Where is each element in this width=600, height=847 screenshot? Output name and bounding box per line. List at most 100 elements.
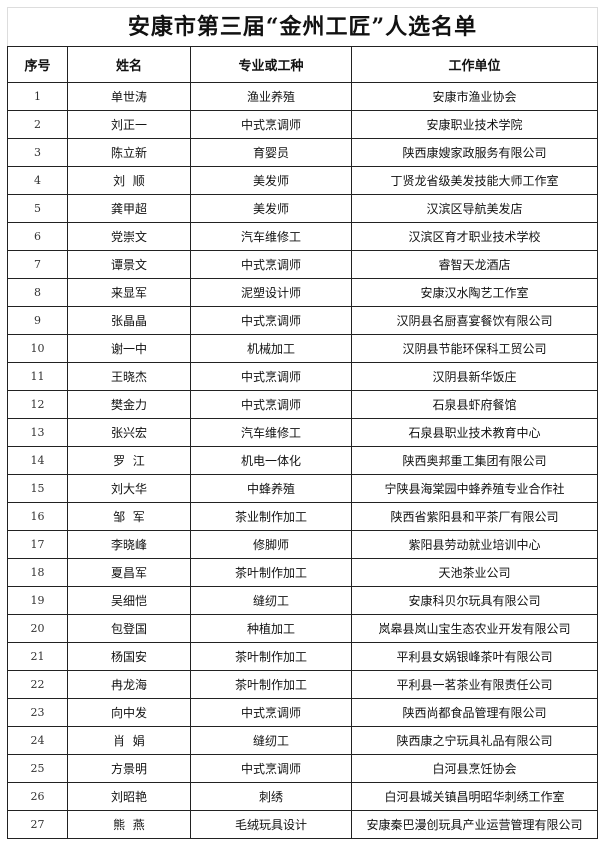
cell-profession: 茶叶制作加工 [190,642,352,671]
table-row: 23 向中发 中式烹调师 陕西尚都食品管理有限公司 [7,698,598,727]
table-row: 8 来显军 泥塑设计师 安康汉水陶艺工作室 [7,278,598,307]
cell-profession: 机械加工 [190,334,352,363]
cell-employer: 石泉县职业技术教育中心 [351,418,598,447]
table-row: 18 夏昌军 茶叶制作加工 天池茶业公司 [7,558,598,587]
table-row: 27 熊 燕毛绒玩具设计 安康秦巴漫创玩具产业运营管理有限公司 [7,810,598,839]
header-employer: 工作单位 [351,46,598,83]
cell-index: 26 [7,782,68,811]
table-row: 7 谭景文 中式烹调师 睿智天龙酒店 [7,250,598,279]
cell-profession: 育婴员 [190,138,352,167]
header-profession: 专业或工种 [190,46,352,83]
cell-name: 杨国安 [67,642,191,671]
cell-index: 9 [7,306,68,335]
cell-employer: 陕西尚都食品管理有限公司 [351,698,598,727]
cell-employer: 平利县一茗茶业有限责任公司 [351,670,598,699]
cell-profession: 中式烹调师 [190,754,352,783]
cell-employer: 汉阴县名厨喜宴餐饮有限公司 [351,306,598,335]
document-title: 安康市第三届“金州工匠”人选名单 [7,7,598,47]
cell-name: 龚甲超 [67,194,191,223]
cell-index: 24 [7,726,68,755]
cell-index: 15 [7,474,68,503]
cell-name: 刘正一 [67,110,191,139]
cell-name: 夏昌军 [67,558,191,587]
cell-profession: 刺绣 [190,782,352,811]
cell-index: 13 [7,418,68,447]
cell-profession: 种植加工 [190,614,352,643]
cell-name: 方景明 [67,754,191,783]
cell-name: 谭景文 [67,250,191,279]
cell-employer: 陕西奥邦重工集团有限公司 [351,446,598,475]
table-row: 15 刘大华 中蜂养殖 宁陕县海棠园中蜂养殖专业合作社 [7,474,598,503]
cell-employer: 汉滨区导航美发店 [351,194,598,223]
cell-profession: 修脚师 [190,530,352,559]
cell-profession: 中式烹调师 [190,306,352,335]
table-row: 25 方景明 中式烹调师 白河县烹饪协会 [7,754,598,783]
cell-index: 22 [7,670,68,699]
cell-index: 18 [7,558,68,587]
table-row: 9 张晶晶 中式烹调师 汉阴县名厨喜宴餐饮有限公司 [7,306,598,335]
table-header-row: 序号 姓名 专业或工种 工作单位 [7,46,598,83]
cell-name: 肖 娟 [67,726,191,755]
table-row: 16 邹 军茶业制作加工 陕西省紫阳县和平茶厂有限公司 [7,502,598,531]
cell-name: 樊金力 [67,390,191,419]
cell-employer: 天池茶业公司 [351,558,598,587]
cell-name: 单世涛 [67,82,191,111]
cell-employer: 陕西康之宁玩具礼品有限公司 [351,726,598,755]
cell-index: 1 [7,82,68,111]
table-row: 3 陈立新 育婴员 陕西康嫂家政服务有限公司 [7,138,598,167]
cell-profession: 中式烹调师 [190,110,352,139]
cell-employer: 陕西省紫阳县和平茶厂有限公司 [351,502,598,531]
cell-profession: 汽车维修工 [190,418,352,447]
cell-profession: 茶业制作加工 [190,502,352,531]
table-row: 20 包登国 种植加工 岚皋县岚山宝生态农业开发有限公司 [7,614,598,643]
cell-name: 谢一中 [67,334,191,363]
table-row: 12 樊金力 中式烹调师 石泉县虾府餐馆 [7,390,598,419]
table-row: 1 单世涛 渔业养殖 安康市渔业协会 [7,82,598,111]
table-row: 5 龚甲超 美发师 汉滨区导航美发店 [7,194,598,223]
cell-profession: 机电一体化 [190,446,352,475]
table-row: 26 刘昭艳 刺绣 白河县城关镇昌明昭华刺绣工作室 [7,782,598,811]
cell-employer: 石泉县虾府餐馆 [351,390,598,419]
table-row: 21 杨国安 茶叶制作加工 平利县女娲银峰茶叶有限公司 [7,642,598,671]
cell-employer: 白河县烹饪协会 [351,754,598,783]
cell-index: 27 [7,810,68,839]
cell-employer: 汉阴县新华饭庄 [351,362,598,391]
cell-profession: 美发师 [190,194,352,223]
cell-profession: 中蜂养殖 [190,474,352,503]
cell-employer: 安康市渔业协会 [351,82,598,111]
cell-employer: 睿智天龙酒店 [351,250,598,279]
cell-index: 11 [7,362,68,391]
cell-index: 21 [7,642,68,671]
cell-index: 17 [7,530,68,559]
cell-index: 8 [7,278,68,307]
cell-employer: 丁贤龙省级美发技能大师工作室 [351,166,598,195]
cell-name: 包登国 [67,614,191,643]
cell-name: 向中发 [67,698,191,727]
cell-employer: 岚皋县岚山宝生态农业开发有限公司 [351,614,598,643]
cell-profession: 茶叶制作加工 [190,670,352,699]
header-index: 序号 [7,46,68,83]
cell-index: 4 [7,166,68,195]
cell-index: 25 [7,754,68,783]
table-row: 6 党崇文 汽车维修工 汉滨区育才职业技术学校 [7,222,598,251]
table-row: 14 罗 江机电一体化 陕西奥邦重工集团有限公司 [7,446,598,475]
cell-profession: 泥塑设计师 [190,278,352,307]
cell-employer: 白河县城关镇昌明昭华刺绣工作室 [351,782,598,811]
cell-employer: 平利县女娲银峰茶叶有限公司 [351,642,598,671]
table-row: 2 刘正一 中式烹调师 安康职业技术学院 [7,110,598,139]
table-row: 17 李晓峰 修脚师 紫阳县劳动就业培训中心 [7,530,598,559]
cell-index: 6 [7,222,68,251]
cell-employer: 安康科贝尔玩具有限公司 [351,586,598,615]
cell-name: 吴细恺 [67,586,191,615]
table-row: 13 张兴宏 汽车维修工 石泉县职业技术教育中心 [7,418,598,447]
cell-profession: 缝纫工 [190,586,352,615]
cell-profession: 中式烹调师 [190,698,352,727]
cell-name: 罗 江 [67,446,191,475]
table-row: 10 谢一中 机械加工 汉阴县节能环保科工贸公司 [7,334,598,363]
cell-index: 7 [7,250,68,279]
table-row: 19 吴细恺 缝纫工 安康科贝尔玩具有限公司 [7,586,598,615]
cell-employer: 安康秦巴漫创玩具产业运营管理有限公司 [351,810,598,839]
cell-index: 20 [7,614,68,643]
cell-profession: 缝纫工 [190,726,352,755]
